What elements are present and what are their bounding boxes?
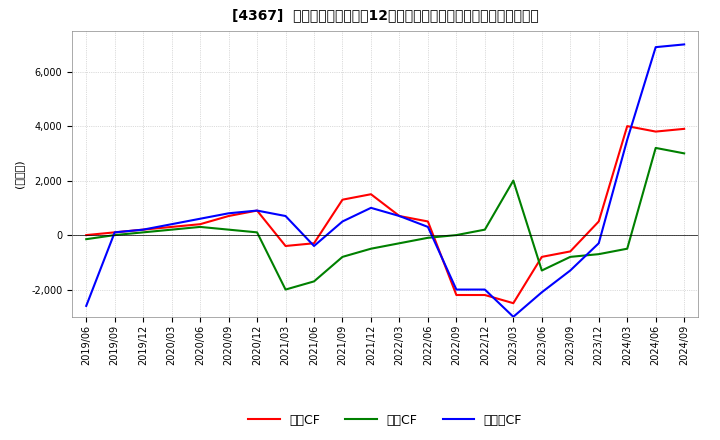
営業CF [423,219,432,224]
フリーCF [595,241,603,246]
フリーCF [423,224,432,230]
フリーCF [310,243,318,249]
Legend: 営業CF, 投資CF, フリーCF: 営業CF, 投資CF, フリーCF [243,409,527,432]
Y-axis label: (百万円): (百万円) [14,159,24,188]
フリーCF [282,213,290,219]
フリーCF [366,205,375,210]
営業CF [310,241,318,246]
Line: 投資CF: 投資CF [86,148,684,290]
投資CF [423,235,432,240]
フリーCF [509,314,518,319]
営業CF [110,230,119,235]
投資CF [623,246,631,251]
フリーCF [338,219,347,224]
投資CF [452,232,461,238]
フリーCF [82,303,91,308]
フリーCF [139,227,148,232]
Line: フリーCF: フリーCF [86,44,684,317]
営業CF [82,232,91,238]
営業CF [167,224,176,230]
フリーCF [652,44,660,50]
Title: [4367]  キャッシュフローの12か月移動合計の対前年同期増減額の推移: [4367] キャッシュフローの12か月移動合計の対前年同期増減額の推移 [232,9,539,23]
投資CF [139,230,148,235]
営業CF [623,124,631,129]
投資CF [480,227,489,232]
営業CF [225,213,233,219]
営業CF [338,197,347,202]
投資CF [537,268,546,273]
投資CF [310,279,318,284]
投資CF [196,224,204,230]
フリーCF [167,222,176,227]
フリーCF [110,230,119,235]
営業CF [395,213,404,219]
営業CF [196,222,204,227]
フリーCF [225,211,233,216]
フリーCF [623,137,631,143]
Line: 営業CF: 営業CF [86,126,684,303]
投資CF [680,151,688,156]
フリーCF [452,287,461,292]
フリーCF [566,268,575,273]
営業CF [509,301,518,306]
営業CF [282,243,290,249]
投資CF [338,254,347,260]
営業CF [652,129,660,134]
投資CF [253,230,261,235]
投資CF [509,178,518,183]
投資CF [282,287,290,292]
投資CF [366,246,375,251]
営業CF [139,227,148,232]
フリーCF [480,287,489,292]
投資CF [82,237,91,242]
投資CF [595,252,603,257]
投資CF [566,254,575,260]
営業CF [480,292,489,297]
フリーCF [395,213,404,219]
投資CF [110,232,119,238]
営業CF [253,208,261,213]
営業CF [680,126,688,132]
投資CF [395,241,404,246]
投資CF [225,227,233,232]
フリーCF [196,216,204,221]
投資CF [167,227,176,232]
営業CF [452,292,461,297]
営業CF [366,191,375,197]
営業CF [566,249,575,254]
投資CF [652,145,660,150]
フリーCF [253,208,261,213]
フリーCF [680,42,688,47]
営業CF [537,254,546,260]
営業CF [595,219,603,224]
フリーCF [537,290,546,295]
